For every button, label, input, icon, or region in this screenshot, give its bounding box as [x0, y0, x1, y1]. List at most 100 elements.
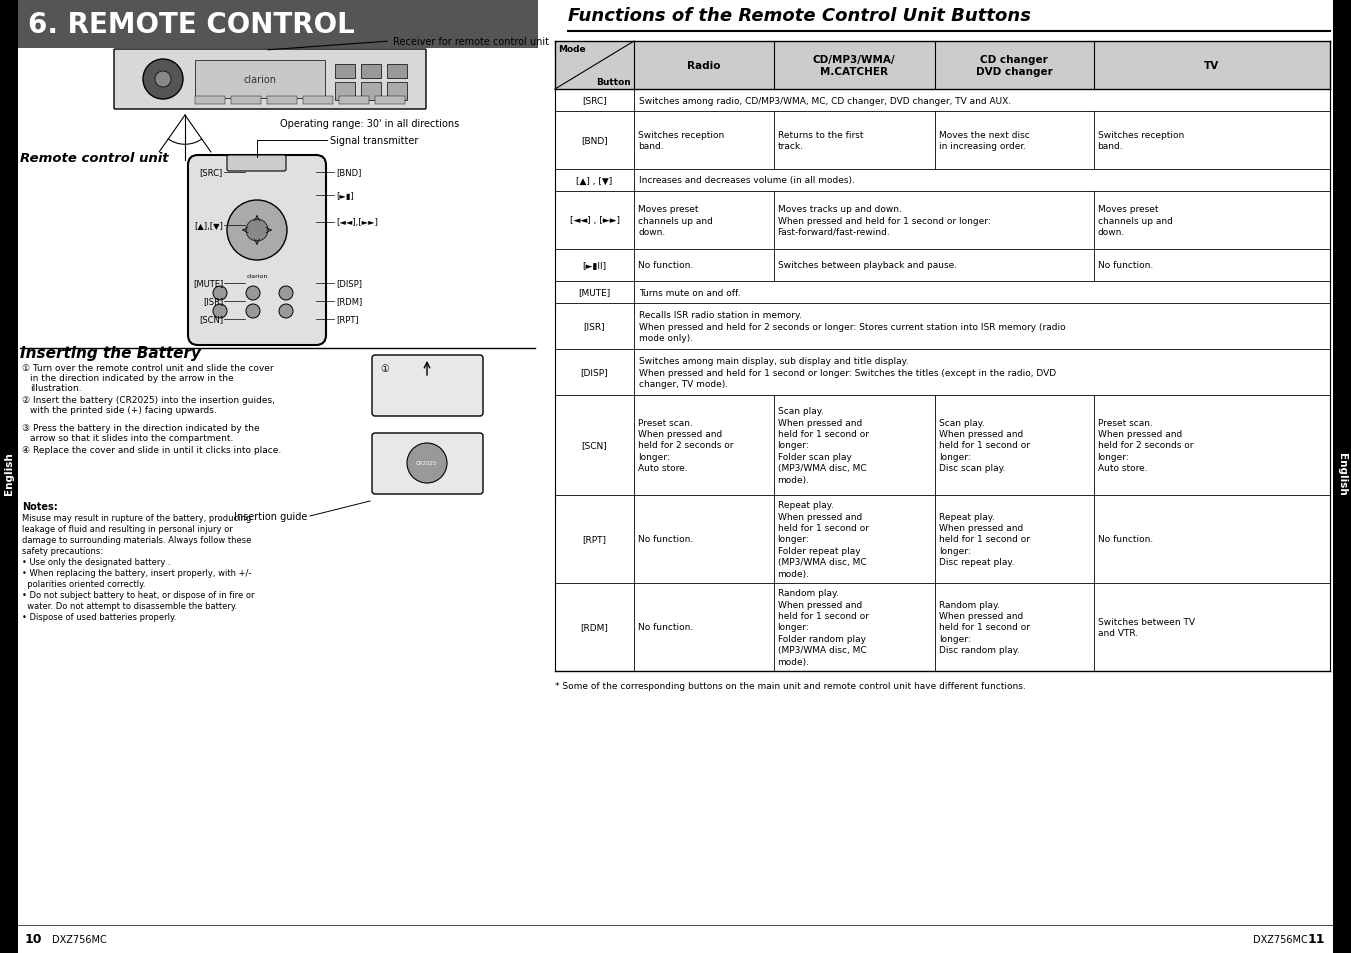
- Text: ① Turn over the remote control unit and slide the cover: ① Turn over the remote control unit and …: [22, 364, 274, 373]
- Text: illustration.: illustration.: [30, 384, 81, 393]
- Text: Moves tracks up and down.
When pressed and held for 1 second or longer:
Fast-for: Moves tracks up and down. When pressed a…: [778, 205, 990, 236]
- Text: No function.: No function.: [638, 261, 693, 271]
- Text: Receiver for remote control unit: Receiver for remote control unit: [393, 37, 549, 47]
- Text: arrow so that it slides into the compartment.: arrow so that it slides into the compart…: [30, 434, 234, 442]
- Text: Radio: Radio: [688, 61, 720, 71]
- Text: • When replacing the battery, insert properly, with +/-: • When replacing the battery, insert pro…: [22, 568, 251, 578]
- Text: [◄◄],[►►]: [◄◄],[►►]: [336, 218, 378, 227]
- Bar: [335, 65, 355, 79]
- Text: 10: 10: [26, 933, 42, 945]
- Text: with the printed side (+) facing upwards.: with the printed side (+) facing upwards…: [30, 406, 216, 415]
- Text: * Some of the corresponding buttons on the main unit and remote control unit hav: * Some of the corresponding buttons on t…: [555, 681, 1025, 690]
- Text: Switches among main display, sub display and title display.
When pressed and hel: Switches among main display, sub display…: [639, 356, 1056, 389]
- Text: [BND]: [BND]: [581, 136, 608, 146]
- FancyBboxPatch shape: [372, 434, 484, 495]
- Bar: [555, 304, 1329, 350]
- Text: TV: TV: [1204, 61, 1220, 71]
- Text: ④ Replace the cover and slide in until it clicks into place.: ④ Replace the cover and slide in until i…: [22, 446, 281, 455]
- Text: English: English: [4, 452, 14, 495]
- Bar: [0, 0, 18, 953]
- FancyBboxPatch shape: [188, 156, 326, 346]
- Text: Misuse may result in rupture of the battery, producing: Misuse may result in rupture of the batt…: [22, 514, 251, 522]
- Bar: [555, 42, 1329, 90]
- Text: Repeat play.
When pressed and
held for 1 second or
longer:
Folder repeat play
(M: Repeat play. When pressed and held for 1…: [778, 500, 869, 578]
- Circle shape: [155, 71, 172, 88]
- Bar: [1333, 0, 1351, 953]
- Text: [SCN]: [SCN]: [199, 315, 223, 324]
- Bar: [555, 282, 1329, 304]
- Text: ①: ①: [380, 364, 389, 374]
- Text: • Use only the designated battery .: • Use only the designated battery .: [22, 558, 170, 566]
- Text: Functions of the Remote Control Unit Buttons: Functions of the Remote Control Unit But…: [567, 7, 1031, 25]
- Text: Operating range: 30' in all directions: Operating range: 30' in all directions: [280, 119, 459, 129]
- FancyBboxPatch shape: [372, 355, 484, 416]
- Bar: [195, 97, 226, 105]
- Text: Switches reception
band.: Switches reception band.: [638, 131, 724, 152]
- Bar: [231, 97, 261, 105]
- Text: damage to surrounding materials. Always follow these: damage to surrounding materials. Always …: [22, 536, 251, 544]
- Text: [BND]: [BND]: [336, 169, 361, 177]
- Bar: [195, 61, 326, 99]
- Text: [MUTE]: [MUTE]: [578, 288, 611, 297]
- Bar: [555, 112, 1329, 170]
- Circle shape: [407, 443, 447, 483]
- Bar: [18, 0, 538, 49]
- Text: [SCN]: [SCN]: [582, 441, 608, 450]
- Text: • Dispose of used batteries properly.: • Dispose of used batteries properly.: [22, 613, 177, 621]
- Bar: [555, 395, 1329, 496]
- Bar: [386, 83, 407, 101]
- Text: Button: Button: [596, 78, 631, 87]
- Text: 6. REMOTE CONTROL: 6. REMOTE CONTROL: [28, 11, 355, 39]
- Text: safety precautions:: safety precautions:: [22, 546, 103, 556]
- Text: English: English: [1337, 452, 1347, 495]
- Text: Preset scan.
When pressed and
held for 2 seconds or
longer:
Auto store.: Preset scan. When pressed and held for 2…: [1097, 418, 1193, 473]
- Bar: [555, 192, 1329, 250]
- Text: leakage of fluid and resulting in personal injury or: leakage of fluid and resulting in person…: [22, 524, 232, 534]
- Text: Scan play.
When pressed and
held for 1 second or
longer:
Disc scan play.: Scan play. When pressed and held for 1 s…: [939, 418, 1029, 473]
- Text: Moves preset
channels up and
down.: Moves preset channels up and down.: [638, 205, 713, 236]
- Text: No function.: No function.: [638, 623, 693, 632]
- Bar: [555, 350, 1329, 395]
- Text: Preset scan.
When pressed and
held for 2 seconds or
longer:
Auto store.: Preset scan. When pressed and held for 2…: [638, 418, 734, 473]
- Text: [RPT]: [RPT]: [336, 315, 358, 324]
- Text: Switches among radio, CD/MP3/WMA, MC, CD changer, DVD changer, TV and AUX.: Switches among radio, CD/MP3/WMA, MC, CD…: [639, 96, 1011, 106]
- Text: [DISP]: [DISP]: [336, 279, 362, 288]
- Circle shape: [280, 305, 293, 318]
- Text: clarion: clarion: [243, 75, 277, 85]
- Text: ② Insert the battery (CR2025) into the insertion guides,: ② Insert the battery (CR2025) into the i…: [22, 395, 274, 405]
- Bar: [335, 83, 355, 101]
- Text: [▲],[▼]: [▲],[▼]: [195, 221, 223, 231]
- Text: [RDM]: [RDM]: [581, 623, 608, 632]
- Text: ③ Press the battery in the direction indicated by the: ③ Press the battery in the direction ind…: [22, 423, 259, 433]
- Text: No function.: No function.: [638, 535, 693, 544]
- Text: CD/MP3/WMA/
M.CATCHER: CD/MP3/WMA/ M.CATCHER: [813, 54, 896, 77]
- Circle shape: [246, 305, 259, 318]
- Circle shape: [143, 60, 182, 100]
- Text: [RDM]: [RDM]: [336, 297, 362, 306]
- Bar: [303, 97, 332, 105]
- Text: Returns to the first
track.: Returns to the first track.: [778, 131, 863, 152]
- Text: 11: 11: [1308, 933, 1325, 945]
- Text: Scan play.
When pressed and
held for 1 second or
longer:
Folder scan play
(MP3/W: Scan play. When pressed and held for 1 s…: [778, 407, 869, 484]
- Text: [ISR]: [ISR]: [584, 322, 605, 331]
- FancyBboxPatch shape: [113, 50, 426, 110]
- Circle shape: [280, 287, 293, 301]
- Text: Increases and decreases volume (in all modes).: Increases and decreases volume (in all m…: [639, 176, 855, 185]
- Text: No function.: No function.: [1097, 535, 1152, 544]
- Text: DXZ756MC: DXZ756MC: [1254, 934, 1308, 944]
- Text: Random play.
When pressed and
held for 1 second or
longer:
Disc random play.: Random play. When pressed and held for 1…: [939, 600, 1029, 655]
- Bar: [555, 496, 1329, 583]
- Text: • Do not subject battery to heat, or dispose of in fire or: • Do not subject battery to heat, or dis…: [22, 590, 254, 599]
- Text: [ISR]: [ISR]: [203, 297, 223, 306]
- Text: Repeat play.
When pressed and
held for 1 second or
longer:
Disc repeat play.: Repeat play. When pressed and held for 1…: [939, 512, 1029, 567]
- Text: [MUTE]: [MUTE]: [193, 279, 223, 288]
- Circle shape: [246, 287, 259, 301]
- Text: Remote control unit: Remote control unit: [20, 152, 169, 165]
- Text: [►▮]: [►▮]: [336, 192, 354, 200]
- Text: Switches between playback and pause.: Switches between playback and pause.: [778, 261, 957, 271]
- Bar: [339, 97, 369, 105]
- Text: [DISP]: [DISP]: [581, 368, 608, 377]
- Text: Notes:: Notes:: [22, 501, 58, 512]
- Text: clarion: clarion: [246, 274, 267, 278]
- Bar: [267, 97, 297, 105]
